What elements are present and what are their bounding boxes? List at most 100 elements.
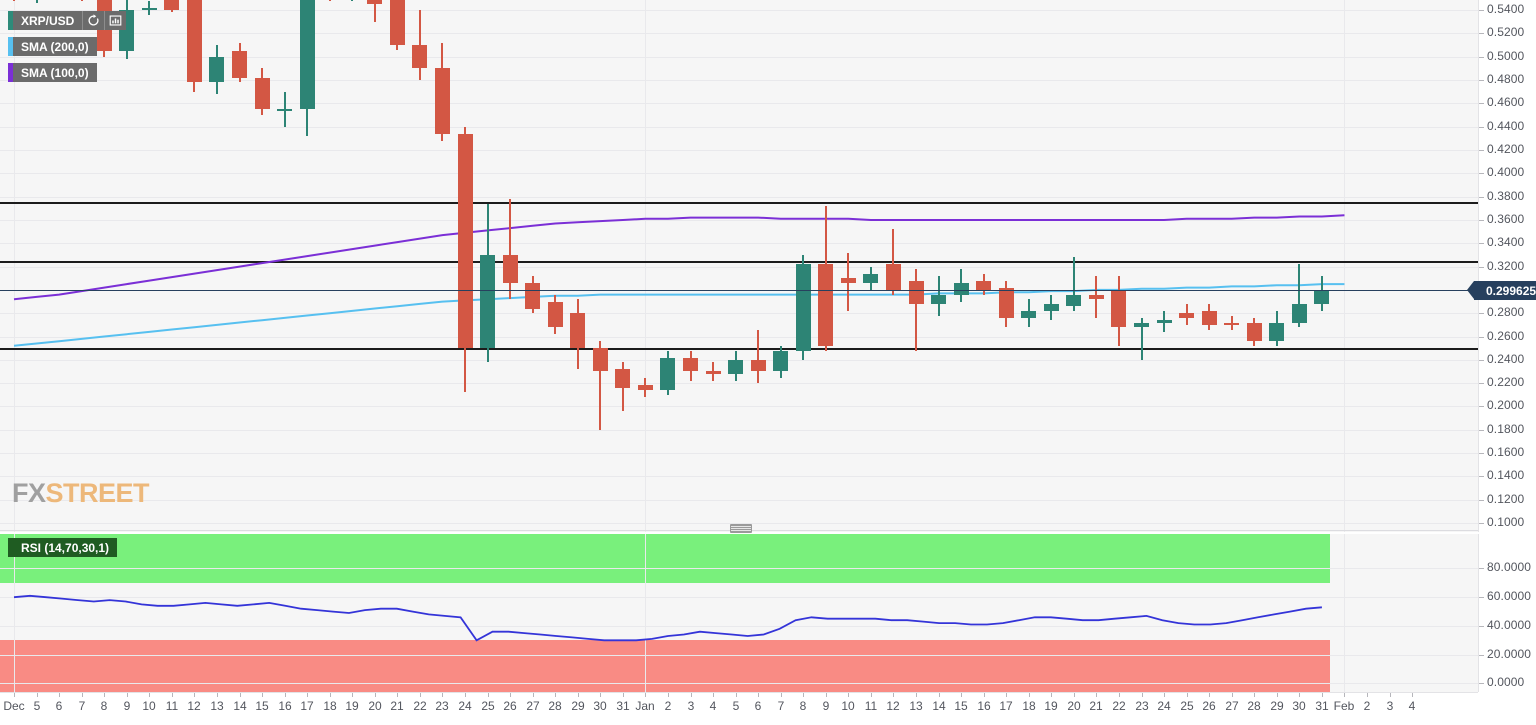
sma200-legend[interactable]: SMA (200,0) [8,37,97,56]
date-axis[interactable]: Dec 5 6 7 8 9 10 11 12 13 14 15 16 17 18 19 20 21 22 23 24 25… [0,692,1478,725]
tick-mark [352,693,353,697]
price-axis-tick: 0.2000 [1479,398,1536,412]
tick-mark [1479,313,1484,314]
current-price-value: 0.299625 [1486,283,1536,298]
candle-body [480,254,496,349]
level-resistance-mid[interactable] [0,261,1478,263]
candle-body [1179,313,1195,318]
tick-mark [375,693,376,697]
date-axis-label: 2 [664,699,672,713]
candle-wick [13,0,15,1]
tick-mark [1479,127,1484,128]
tick-mark [59,693,60,697]
chart-settings-icon[interactable] [104,11,127,30]
symbol-label[interactable]: XRP/USD [13,11,83,30]
price-axis-tick: 0.3800 [1479,189,1536,203]
price-axis-label: 0.3400 [1487,235,1525,249]
gridline-vertical [645,0,646,532]
tick-mark [1299,693,1300,697]
price-axis-tick: 0.4000 [1479,165,1536,179]
price-axis[interactable]: 0.5400 0.5200 0.5000 0.4800 0.4600 0.4400 0.42… [1478,0,1536,532]
candle-body [908,280,924,304]
rsi-label[interactable]: RSI (14,70,30,1) [13,538,118,557]
sma100-color-swatch [8,63,13,82]
rsi-plot-area[interactable] [0,534,1478,692]
price-axis-tick: 0.4400 [1479,119,1536,133]
candle-wick [892,229,895,295]
candle-wick [509,198,512,300]
candle-body [976,280,992,290]
date-axis-label: 11 [864,699,878,713]
rsi-legend[interactable]: RSI (14,70,30,1) [8,538,118,557]
sma100-legend[interactable]: SMA (100,0) [8,63,97,82]
candle-body [840,278,856,283]
tick-mark [691,693,692,697]
date-axis-label: 27 [1225,699,1239,713]
date-axis-label: Jan [635,699,655,713]
tick-mark [240,693,241,697]
date-axis-label: 24 [1157,699,1171,713]
price-plot-area[interactable] [0,0,1478,532]
date-axis-label: 28 [548,699,562,713]
price-axis-label: 0.4000 [1487,165,1525,179]
tick-mark [285,693,286,697]
panel-resize-handle[interactable] [730,524,752,533]
rsi-axis-label: 80.0000 [1487,560,1532,574]
tick-mark [939,693,940,697]
candle-wick [915,268,917,351]
sma200-label[interactable]: SMA (200,0) [13,37,97,56]
price-panel[interactable] [0,0,1478,532]
tick-mark [1232,693,1233,697]
date-axis-label: 28 [1247,699,1261,713]
candle-wick [80,0,83,1]
level-resistance-upper[interactable] [0,202,1478,204]
tick-mark [1142,693,1143,697]
rsi-axis-tick: 0.0000 [1479,675,1536,689]
refresh-icon[interactable] [82,11,105,30]
candle-body [1201,310,1217,325]
candle-body [1088,294,1104,300]
tick-mark [488,693,489,697]
rsi-axis[interactable]: 80.0000 60.0000 40.0000 20.0000 0.0000 [1478,534,1536,692]
date-axis-label: 26 [1202,699,1216,713]
candle-body [728,359,744,374]
gridline-vertical [14,534,15,692]
candle-body [998,287,1014,318]
tick-mark [1479,173,1484,174]
price-axis-label: 0.4800 [1487,72,1525,86]
gridline [0,453,1478,454]
candle-body [863,273,879,283]
tick-mark [600,693,601,697]
date-axis-label: 22 [1112,699,1126,713]
date-axis-label: 18 [323,699,337,713]
price-axis-label: 0.1000 [1487,515,1525,529]
date-axis-label: 14 [233,699,247,713]
tick-mark [781,693,782,697]
candle-wick [712,362,715,381]
date-axis-label: 30 [1292,699,1306,713]
sma100-label[interactable]: SMA (100,0) [13,63,97,82]
gridline-vertical [645,534,646,692]
tick-mark [1051,693,1052,697]
date-axis-label: 4 [709,699,717,713]
tick-mark [668,693,669,697]
gridline [0,173,1478,174]
rsi-panel[interactable] [0,534,1478,692]
candle-body [434,68,450,134]
candle-wick [1140,317,1143,360]
symbol-legend[interactable]: XRP/USD [8,11,127,30]
level-support-lower[interactable] [0,348,1478,350]
tick-mark [961,693,962,697]
tick-mark [1479,220,1484,221]
price-axis-tick: 0.5400 [1479,2,1536,16]
price-axis-label: 0.2400 [1487,352,1525,366]
gridline [0,243,1478,244]
price-axis-label: 0.5400 [1487,2,1525,16]
candle-body [457,133,473,349]
watermark-suffix: STREET [45,478,150,508]
candle-body [637,385,653,391]
tick-mark [1367,693,1368,697]
candle-body [1021,310,1037,318]
price-axis-label: 0.5000 [1487,49,1525,63]
date-axis-label: 26 [503,699,517,713]
